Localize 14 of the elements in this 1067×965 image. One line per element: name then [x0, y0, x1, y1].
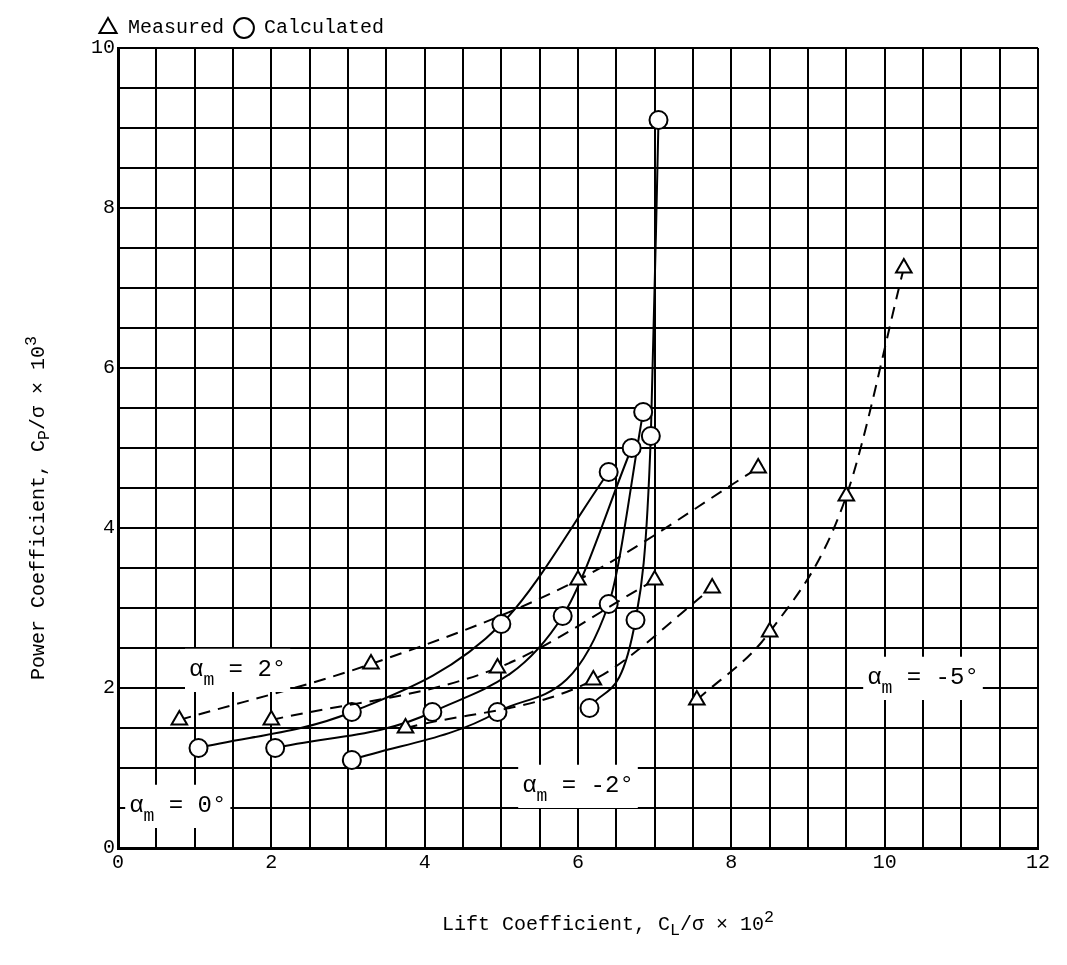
y-tick-label: 6 [102, 356, 115, 380]
x-tick-label: 10 [872, 851, 897, 875]
y-tick-label: 4 [102, 516, 115, 540]
legend-label: Measured [128, 16, 225, 40]
y-tick-label: 10 [90, 36, 115, 60]
x-axis-title: Lift Coefficient, C$_{L}$/σ × 10$^{2}$ [441, 908, 775, 940]
x-tick-label: 12 [1025, 851, 1051, 875]
x-tick-label: 6 [571, 851, 585, 875]
y-tick-label: 8 [102, 196, 115, 220]
legend-label: Calculated [264, 16, 385, 40]
y-tick-label: 2 [102, 676, 115, 700]
x-tick-label: 2 [265, 851, 278, 875]
x-tick-label: 8 [725, 851, 738, 875]
x-tick-label: 4 [418, 851, 431, 875]
